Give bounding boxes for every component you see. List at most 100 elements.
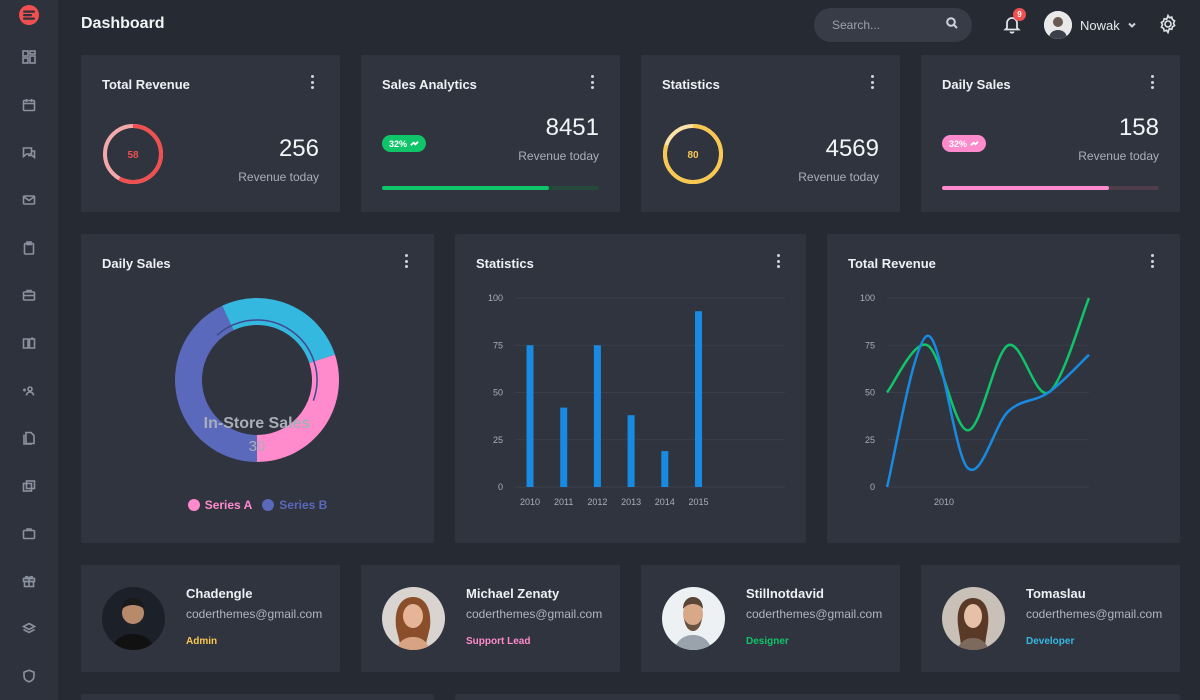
line-chart: 0 25 50 75 100 2010 [860,293,1091,507]
person-role: Admin [186,636,218,647]
sidebar-item-clipboard[interactable] [0,224,58,272]
card-title: Sales Analytics [382,77,477,92]
legend-item-series-a[interactable]: Series A [187,498,253,512]
team-card[interactable]: Chadengle coderthemes@gmail.com Admin [81,565,340,672]
x-tick-label: 2010 [520,497,540,507]
x-tick-label: 2011 [554,497,573,507]
x-tick-label: 2014 [655,497,675,507]
sidebar-item-shield[interactable] [0,652,58,700]
sidebar-item-users[interactable] [0,367,58,415]
person-email: coderthemes@gmail.com [746,607,883,621]
x-tick-label: 2013 [621,497,641,507]
stat-value: 8451 [545,114,599,141]
donut-slice-2[interactable] [175,305,257,462]
sidebar-item-chat[interactable] [0,129,58,177]
topbar: Dashboard 9 Nowak [58,0,1200,50]
donut-chart: In-Store Sales 30 [175,298,339,462]
team-card[interactable]: Stillnotdavid coderthemes@gmail.com Desi… [641,565,900,672]
legend-dot [187,499,200,511]
bar-2014[interactable] [661,451,669,487]
mail-icon [22,195,36,206]
shield-icon [23,669,35,683]
line-series-1[interactable] [885,297,1091,432]
sidebar-item-mail[interactable] [0,176,58,224]
logo-icon [19,4,39,25]
avatar [1044,11,1072,39]
bar-2012[interactable] [593,345,601,487]
progress-bar [942,186,1159,190]
team-card[interactable]: Michael Zenaty coderthemes@gmail.com Sup… [361,565,620,672]
more-options-icon[interactable] [1148,75,1156,89]
bar-2013[interactable] [627,415,635,487]
bar-2015[interactable] [695,311,702,487]
sidebar [0,0,58,700]
line-series-2[interactable] [885,334,1090,488]
sidebar-item-layers[interactable] [0,605,58,653]
notification-bell[interactable]: 9 [1002,8,1026,36]
y-tick-label: 50 [493,388,503,398]
settings-button[interactable] [1158,13,1178,39]
sidebar-item-gift[interactable] [0,557,58,605]
sidebar-item-calendar[interactable] [0,81,58,129]
user-menu[interactable]: Nowak [1044,11,1136,39]
sidebar-item-file[interactable] [0,414,58,462]
search-box[interactable] [814,8,972,42]
card-title: Statistics [662,77,720,92]
stat-card-statistics: Statistics 80 4569 Revenue today [641,55,900,212]
trend-badge-text: 32% [389,138,408,149]
bar-2011[interactable] [560,407,568,487]
bottom-card [455,694,1180,700]
sidebar-item-bag[interactable] [0,510,58,558]
x-tick-label: 2015 [688,497,708,507]
chat-icon [22,146,36,159]
sidebar-item-dashboard[interactable] [0,34,58,82]
sidebar-item-briefcase[interactable] [0,272,58,320]
more-options-icon[interactable] [1148,254,1156,268]
avatar [102,587,165,650]
card-title: Total Revenue [848,256,936,271]
stat-value: 158 [1118,114,1159,141]
more-options-icon[interactable] [402,254,410,268]
trend-up-icon [970,141,979,146]
avatar [942,587,1005,650]
ring-value: 80 [687,150,699,161]
briefcase-icon [22,290,36,302]
legend-label: Series A [204,498,253,512]
legend-label: Series B [279,498,328,512]
donut-slice-1[interactable] [257,354,339,462]
user-name: Nowak [1080,17,1120,33]
legend-dot [262,499,275,511]
person-role: Developer [1026,636,1075,647]
person-email: coderthemes@gmail.com [186,607,323,621]
x-tick-label: 2010 [934,497,954,507]
trend-badge-text: 32% [949,138,968,149]
search-icon[interactable] [946,16,958,34]
y-tick-label: 25 [493,435,503,445]
chevron-down-icon [1128,16,1136,34]
gear-icon [1160,13,1176,35]
sidebar-item-copy[interactable] [0,462,58,510]
donut-slice-3[interactable] [222,298,335,364]
more-options-icon[interactable] [774,254,782,268]
stat-card-sales-analytics: Sales Analytics 32% 8451 Revenue today [361,55,620,212]
y-tick-label: 0 [870,482,875,492]
bar-2010[interactable] [526,345,534,487]
avatar [382,587,445,650]
sidebar-item-book[interactable] [0,319,58,367]
progress-ring: 58 [103,124,163,184]
legend-item-series-b[interactable]: Series B [262,498,327,512]
search-input[interactable] [832,18,946,32]
team-card[interactable]: Tomaslau coderthemes@gmail.com Developer [921,565,1180,672]
notification-badge: 9 [1013,8,1026,21]
person-name: Tomaslau [1026,586,1086,601]
users-icon [23,385,35,396]
copy-icon [22,480,36,492]
card-title: Daily Sales [102,256,171,271]
layers-icon [22,622,36,634]
y-tick-label: 100 [860,293,875,303]
logo[interactable] [0,0,58,30]
more-options-icon[interactable] [868,75,876,89]
card-title: Statistics [476,256,534,271]
more-options-icon[interactable] [308,75,316,89]
more-options-icon[interactable] [588,75,596,89]
